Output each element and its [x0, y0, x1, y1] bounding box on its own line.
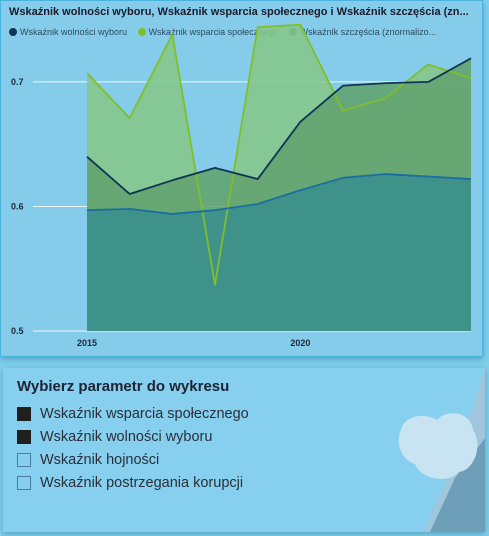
x-tick-label: 2020 — [290, 338, 310, 348]
chart-card: Wskaźnik wolności wyboru, Wskaźnik wspar… — [0, 0, 483, 357]
decorative-shape-icon — [385, 368, 485, 532]
slicer-title: Wybierz parametr do wykresu — [17, 378, 229, 395]
slicer-item-label: Wskaźnik hojności — [40, 452, 159, 468]
slicer-item-social-support[interactable]: Wskaźnik wsparcia społecznego — [17, 402, 249, 425]
checkbox[interactable] — [17, 476, 31, 490]
x-tick-label: 2015 — [77, 338, 97, 348]
checkbox[interactable] — [17, 430, 31, 444]
slicer-item-label: Wskaźnik wsparcia społecznego — [40, 406, 249, 422]
parameter-slicer: Wybierz parametr do wykresu Wskaźnik wsp… — [3, 368, 485, 532]
slicer-list: Wskaźnik wsparcia społecznego Wskaźnik w… — [17, 402, 249, 494]
checkbox[interactable] — [17, 453, 31, 467]
y-tick-label: 0.7 — [11, 77, 24, 87]
y-tick-label: 0.5 — [11, 326, 24, 336]
slicer-item-freedom[interactable]: Wskaźnik wolności wyboru — [17, 425, 249, 448]
area-chart: 0.5 0.6 0.7 2015 2020 — [1, 1, 482, 356]
y-tick-label: 0.6 — [11, 201, 24, 211]
slicer-item-label: Wskaźnik postrzegania korupcji — [40, 475, 243, 491]
checkbox[interactable] — [17, 407, 31, 421]
slicer-item-label: Wskaźnik wolności wyboru — [40, 429, 212, 445]
slicer-item-corruption[interactable]: Wskaźnik postrzegania korupcji — [17, 471, 249, 494]
slicer-item-generosity[interactable]: Wskaźnik hojności — [17, 448, 249, 471]
